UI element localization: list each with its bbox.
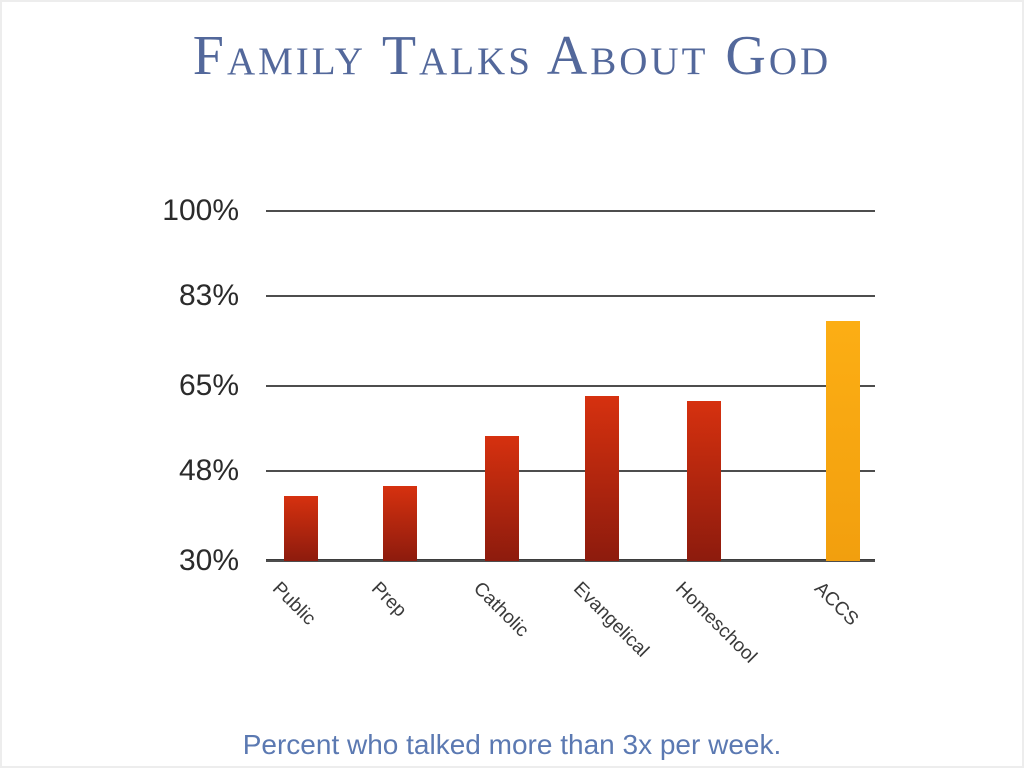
y-axis-tick-label: 48% <box>178 454 239 487</box>
x-axis-label-evangelical: Evangelical <box>569 578 653 662</box>
bar-homeschool <box>686 401 721 561</box>
gridline-30% <box>266 560 875 562</box>
bar-catholic <box>484 436 519 561</box>
x-axis-label-catholic: Catholic <box>469 578 533 642</box>
gridline-48% <box>266 470 875 472</box>
y-axis-tick-label: 30% <box>178 544 239 577</box>
x-axis-label-public: Public <box>268 578 320 630</box>
chart-caption: Percent who talked more than 3x per week… <box>242 729 782 760</box>
x-axis-label-homeschool: Homeschool <box>671 578 761 668</box>
bar-accs <box>826 321 861 561</box>
y-axis-tick-label: 83% <box>178 279 239 312</box>
bar-public <box>284 496 319 561</box>
gridline-65% <box>266 385 875 387</box>
x-axis-label-prep: Prep <box>367 578 411 622</box>
bar-chart-plot-area: 100% 83% 65% 48% 30% Public Prep Catholic Evange… <box>162 195 875 668</box>
y-axis-tick-label: 65% <box>178 369 239 402</box>
y-axis-tick-label: 100% <box>162 194 239 227</box>
gridline-83% <box>266 295 875 297</box>
gridline-100% <box>266 210 875 212</box>
bar-prep <box>382 486 417 561</box>
bar-evangelical <box>584 396 619 561</box>
x-axis-label-accs: ACCS <box>810 578 863 631</box>
chart-title: Family Talks About God <box>192 25 832 87</box>
